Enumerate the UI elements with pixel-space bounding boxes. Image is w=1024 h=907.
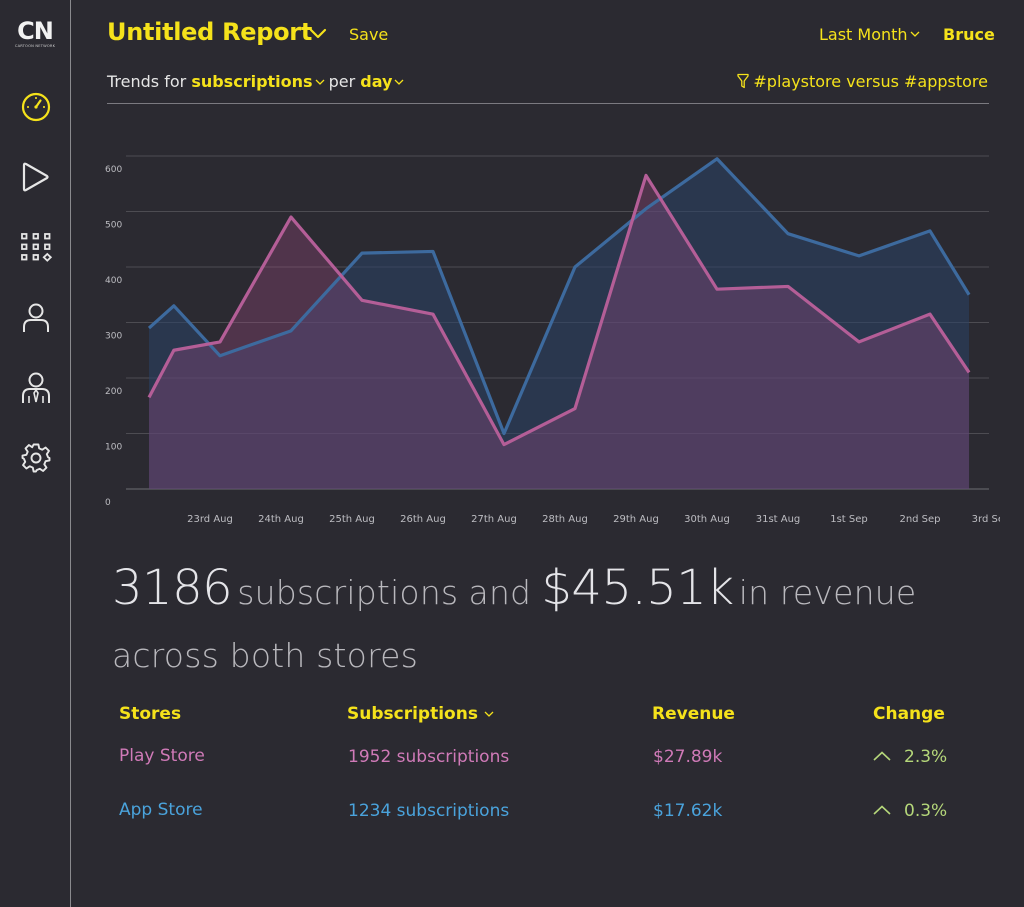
report-title[interactable]: Untitled Report bbox=[107, 18, 313, 46]
x-tick-label: 29th Aug bbox=[613, 514, 659, 525]
trend-per: per bbox=[328, 72, 356, 91]
x-tick-label: 1st Sep bbox=[830, 514, 868, 525]
trend-prefix: Trends for bbox=[107, 72, 187, 91]
y-tick-label: 200 bbox=[105, 387, 122, 397]
apps-grid-icon[interactable] bbox=[18, 229, 54, 265]
header-revenue[interactable]: Revenue bbox=[652, 704, 735, 724]
play-icon[interactable] bbox=[18, 159, 54, 195]
x-tick-label: 30th Aug bbox=[684, 514, 730, 525]
y-tick-label: 400 bbox=[105, 276, 122, 286]
metric-select[interactable]: subscriptions bbox=[191, 72, 313, 91]
trend-up-icon bbox=[873, 805, 891, 815]
store-change-value: 2.3% bbox=[904, 747, 948, 767]
chevron-down-icon[interactable] bbox=[309, 28, 327, 40]
header-divider bbox=[107, 103, 989, 104]
x-tick-label: 28th Aug bbox=[542, 514, 588, 525]
logo-text: CN bbox=[17, 17, 54, 45]
summary-scope: across both stores bbox=[112, 636, 419, 675]
filter-label: #playstore versus #appstore bbox=[753, 72, 988, 91]
store-subscriptions: 1952 subscriptions bbox=[348, 747, 510, 767]
subscriptions-trend-chart: 0 100 200 300 400 500 600 23rd Aug 24th Aug 25th … bbox=[105, 155, 1000, 525]
trend-selector: Trends for subscriptions per day bbox=[107, 72, 408, 94]
x-tick-label: 26th Aug bbox=[400, 514, 446, 525]
dashboard-icon[interactable] bbox=[18, 89, 54, 125]
sidebar: CN CARTOON NETWORK bbox=[0, 0, 71, 907]
and-label: and bbox=[468, 573, 532, 612]
header-subscriptions-label: Subscriptions bbox=[347, 704, 478, 724]
y-tick-label: 0 bbox=[105, 498, 111, 508]
store-subscriptions: 1234 subscriptions bbox=[348, 801, 510, 821]
x-tick-label: 2nd Sep bbox=[899, 514, 940, 525]
chevron-down-icon[interactable] bbox=[394, 79, 404, 86]
store-change: 2.3% bbox=[873, 747, 947, 767]
x-tick-label: 3rd Sep bbox=[972, 514, 1000, 525]
subscriptions-label: subscriptions bbox=[237, 573, 459, 612]
x-tick-label: 24th Aug bbox=[258, 514, 304, 525]
header-stores[interactable]: Stores bbox=[119, 704, 182, 724]
x-tick-label: 27th Aug bbox=[471, 514, 517, 525]
compare-filter[interactable]: #playstore versus #appstore bbox=[737, 72, 988, 91]
header-change[interactable]: Change bbox=[873, 704, 945, 724]
store-change: 0.3% bbox=[873, 801, 947, 821]
store-change-value: 0.3% bbox=[904, 801, 948, 821]
y-tick-label: 300 bbox=[105, 332, 122, 342]
store-revenue: $27.89k bbox=[653, 747, 723, 767]
appstore-area bbox=[149, 158, 970, 489]
trend-up-icon bbox=[873, 751, 891, 761]
y-tick-label: 100 bbox=[105, 443, 122, 453]
x-tick-label: 25th Aug bbox=[329, 514, 375, 525]
appstore-line bbox=[147, 157, 971, 436]
chevron-down-icon[interactable] bbox=[910, 31, 920, 38]
filter-icon bbox=[737, 73, 750, 89]
date-range-select[interactable]: Last Month bbox=[819, 25, 908, 44]
user-menu[interactable]: Bruce bbox=[943, 25, 995, 44]
user-icon[interactable] bbox=[18, 300, 54, 336]
total-revenue-value: $45.51k bbox=[541, 560, 734, 616]
y-tick-label: 500 bbox=[105, 221, 122, 231]
interval-select[interactable]: day bbox=[360, 72, 393, 91]
chevron-down-icon bbox=[484, 711, 494, 717]
x-tick-label: 31st Aug bbox=[756, 514, 801, 525]
save-button[interactable]: Save bbox=[349, 25, 389, 44]
chevron-down-icon[interactable] bbox=[315, 79, 325, 86]
store-name[interactable]: App Store bbox=[119, 800, 203, 820]
team-user-icon[interactable] bbox=[18, 370, 54, 406]
header-subscriptions[interactable]: Subscriptions bbox=[347, 704, 498, 724]
brand-logo[interactable]: CN CARTOON NETWORK bbox=[11, 19, 59, 49]
y-tick-label: 600 bbox=[105, 165, 122, 175]
x-tick-label: 23rd Aug bbox=[187, 514, 233, 525]
gear-icon[interactable] bbox=[18, 440, 54, 476]
summary-line-2: across both stores bbox=[112, 636, 418, 675]
store-name[interactable]: Play Store bbox=[119, 746, 205, 766]
revenue-label: in revenue bbox=[738, 573, 917, 612]
store-revenue: $17.62k bbox=[653, 801, 723, 821]
playstore-area bbox=[149, 175, 970, 490]
total-subscriptions-value: 3186 bbox=[112, 560, 233, 616]
logo-subtext: CARTOON NETWORK bbox=[14, 44, 56, 48]
summary-line-1: 3186 subscriptions and $45.51k in revenu… bbox=[112, 560, 916, 616]
playstore-line bbox=[147, 173, 971, 447]
